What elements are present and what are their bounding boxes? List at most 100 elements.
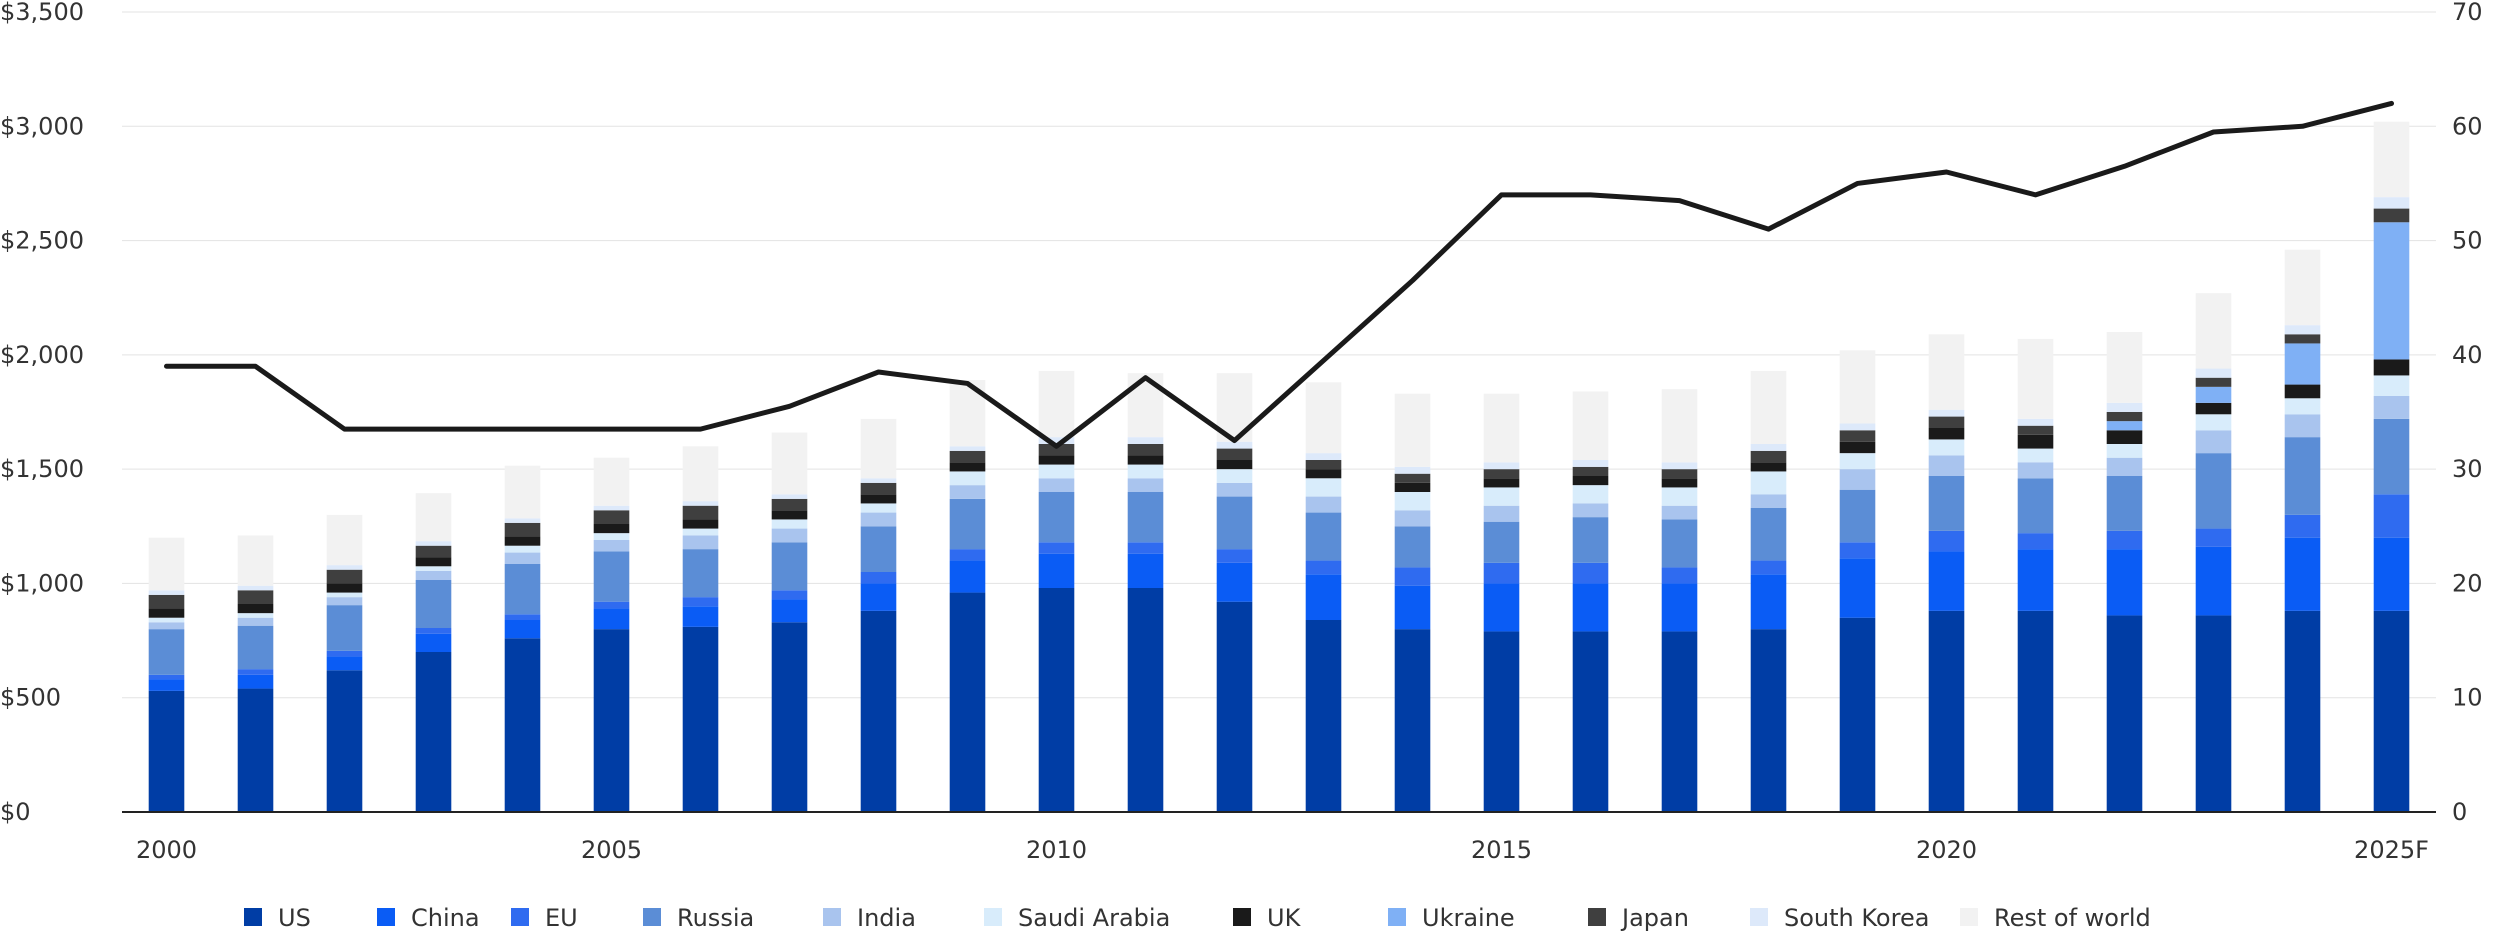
bar-segment-eu xyxy=(1305,560,1342,575)
bar-segment-us xyxy=(1750,629,1787,812)
bar-segment-japan xyxy=(1038,444,1075,456)
legend-item-us: US xyxy=(244,904,311,932)
bar-segment-saudi-arabia xyxy=(2373,375,2410,396)
bar-segment-rest-of-world xyxy=(148,537,185,591)
bar-segment-india xyxy=(504,552,541,564)
bar-segment-us xyxy=(415,652,452,812)
legend-label: South Korea xyxy=(1784,904,1929,932)
bar-segment-rest-of-world xyxy=(237,535,274,586)
bar-segment-saudi-arabia xyxy=(1127,464,1164,479)
bar-segment-india xyxy=(1216,482,1253,497)
bar-segment-ukraine xyxy=(2195,386,2232,403)
bar-segment-uk xyxy=(682,519,719,529)
bar-segment-china xyxy=(2195,546,2232,616)
bar-segment-russia xyxy=(1750,508,1787,561)
bar-segment-china xyxy=(1216,562,1253,602)
bar-segment-uk xyxy=(326,583,363,593)
bar-segment-japan xyxy=(682,505,719,520)
bar-segment-uk xyxy=(860,494,897,504)
bar-segment-uk xyxy=(771,510,808,520)
legend-swatch xyxy=(643,908,661,926)
bar-segment-china xyxy=(1127,553,1164,588)
bar-segment-rest-of-world xyxy=(2017,338,2054,419)
bar-segment-uk xyxy=(1750,462,1787,472)
x-tick-label: 2015 xyxy=(1471,836,1532,864)
legend-item-eu: EU xyxy=(511,904,578,932)
line-series-path xyxy=(164,100,2394,449)
bar-segment-south-korea xyxy=(1572,460,1609,467)
bar-segment-india xyxy=(237,617,274,626)
bar-stack-2021 xyxy=(2017,338,2054,812)
bar-segment-saudi-arabia xyxy=(860,503,897,513)
bar-segment-japan xyxy=(504,522,541,537)
bar-segment-uk xyxy=(415,557,452,567)
legend-item-japan: Japan xyxy=(1588,904,1689,932)
legend-swatch xyxy=(823,908,841,926)
bar-stack-2007 xyxy=(771,432,808,812)
bar-segment-india xyxy=(771,528,808,543)
legend-swatch xyxy=(377,908,395,926)
y-right-tick-label: 0 xyxy=(2452,798,2467,826)
x-tick-label: 2020 xyxy=(1916,836,1977,864)
bar-segment-eu xyxy=(771,590,808,600)
legend-label: Ukraine xyxy=(1422,904,1515,932)
bar-segment-russia xyxy=(504,564,541,615)
bar-segment-india xyxy=(593,540,630,552)
bar-segment-russia xyxy=(326,605,363,651)
bar-segment-ukraine xyxy=(2284,343,2321,385)
bar-segment-india xyxy=(1127,478,1164,492)
bar-segment-japan xyxy=(949,450,986,463)
bar-segment-india xyxy=(2284,414,2321,438)
bar-segment-us xyxy=(1928,610,1965,812)
bar-stack-2019 xyxy=(1839,350,1876,812)
bar-segment-china xyxy=(2284,537,2321,611)
bar-segment-india xyxy=(682,535,719,550)
bar-segment-eu xyxy=(1839,542,1876,559)
bar-segment-china xyxy=(504,620,541,639)
bar-segment-us xyxy=(2017,610,2054,812)
legend-swatch xyxy=(1388,908,1406,926)
bar-segment-saudi-arabia xyxy=(1394,492,1431,511)
bar-segment-south-korea xyxy=(148,590,185,595)
bar-segment-south-korea xyxy=(1928,409,1965,417)
bar-segment-eu xyxy=(1127,542,1164,554)
bar-segment-eu xyxy=(504,614,541,620)
bar-segment-india xyxy=(148,622,185,630)
legend-item-rest-of-world: Rest of world xyxy=(1960,904,2151,932)
bar-segment-rest-of-world xyxy=(682,446,719,502)
bar-segment-us xyxy=(682,626,719,812)
legend-swatch xyxy=(244,908,262,926)
y-left-tick-label: $3,000 xyxy=(0,112,84,140)
bar-segment-south-korea xyxy=(860,478,897,483)
bar-segment-saudi-arabia xyxy=(1572,485,1609,504)
bar-segment-russia xyxy=(1038,492,1075,543)
bar-segment-saudi-arabia xyxy=(1661,487,1698,506)
bar-segment-russia xyxy=(2373,418,2410,495)
bar-segment-china xyxy=(682,606,719,627)
bar-segment-south-korea xyxy=(2195,368,2232,378)
bar-segment-south-korea xyxy=(1038,437,1075,444)
bar-segment-eu xyxy=(2284,514,2321,538)
bar-segment-japan xyxy=(148,594,185,609)
bar-segment-south-korea xyxy=(2106,402,2143,412)
bar-stack-2023 xyxy=(2195,293,2232,812)
bar-segment-russia xyxy=(593,551,630,602)
bar-segment-russia xyxy=(2195,453,2232,529)
legend-item-russia: Russia xyxy=(643,904,754,932)
bar-stack-2000 xyxy=(148,537,185,812)
bar-segment-us xyxy=(593,629,630,812)
legend-item-uk: UK xyxy=(1233,904,1302,932)
bar-segment-india xyxy=(326,597,363,606)
bar-segment-saudi-arabia xyxy=(771,519,808,529)
bar-segment-uk xyxy=(1572,476,1609,486)
bar-segment-rest-of-world xyxy=(1839,350,1876,424)
bar-segment-eu xyxy=(1928,530,1965,552)
bar-segment-eu xyxy=(1394,567,1431,586)
legend-label: Russia xyxy=(677,904,754,932)
x-tick-label: 2005 xyxy=(581,836,642,864)
bar-segment-russia xyxy=(1127,492,1164,543)
bar-segment-russia xyxy=(1839,489,1876,543)
bar-segment-china xyxy=(1928,551,1965,611)
y-left-tick-label: $0 xyxy=(0,798,31,826)
bar-segment-uk xyxy=(1483,478,1520,488)
